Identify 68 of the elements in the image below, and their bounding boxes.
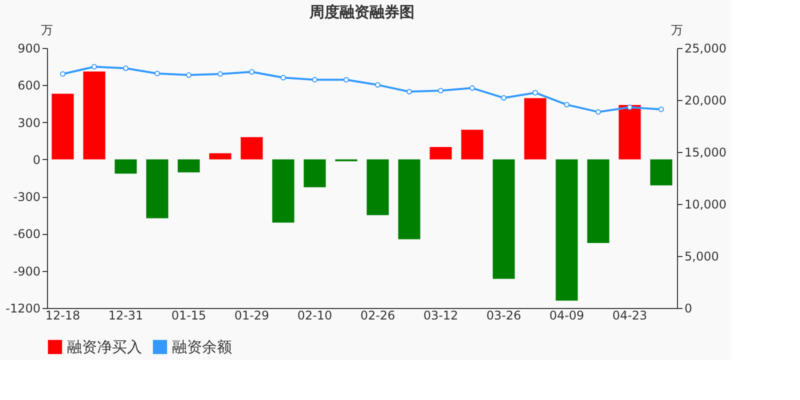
bar bbox=[304, 159, 326, 188]
point bbox=[280, 74, 286, 80]
point bbox=[470, 85, 475, 91]
bar bbox=[556, 159, 578, 301]
point bbox=[438, 88, 444, 94]
x-tick-label: 01-15 bbox=[171, 308, 206, 322]
point bbox=[249, 69, 254, 75]
bar bbox=[461, 130, 484, 160]
point bbox=[501, 95, 506, 101]
x-tick-label: 04-23 bbox=[612, 308, 648, 322]
bar bbox=[240, 137, 263, 160]
bar bbox=[83, 72, 106, 160]
x-tick-label: 12-18 bbox=[45, 308, 80, 322]
point bbox=[344, 76, 349, 82]
point bbox=[92, 64, 97, 70]
point bbox=[186, 72, 192, 78]
bar bbox=[146, 159, 168, 218]
bar bbox=[618, 104, 641, 160]
y2-tick-label: 10,000 bbox=[684, 198, 726, 212]
point bbox=[123, 66, 128, 72]
x-tick-label: 02-26 bbox=[360, 308, 396, 322]
x-tick-label: 03-26 bbox=[486, 308, 522, 322]
y-tick-label: -600 bbox=[13, 227, 40, 242]
x-tick-label: 12-31 bbox=[108, 308, 144, 322]
y-axis-title: 万 bbox=[41, 23, 53, 37]
y2-axis-title: 万 bbox=[671, 23, 683, 37]
bar bbox=[587, 159, 610, 243]
y-tick-label: 0 bbox=[32, 152, 40, 167]
bar bbox=[178, 159, 200, 172]
x-tick-label: 04-09 bbox=[549, 308, 584, 322]
y2-tick-label: 0 bbox=[684, 302, 692, 316]
y-tick-label: 600 bbox=[18, 78, 40, 93]
point bbox=[312, 76, 318, 82]
legend-label: 融资净买入 bbox=[67, 338, 142, 356]
bar bbox=[650, 159, 672, 186]
point bbox=[658, 106, 664, 112]
y2-tick-label: 15,000 bbox=[684, 146, 726, 160]
bar bbox=[52, 94, 74, 160]
point bbox=[218, 71, 223, 77]
point bbox=[532, 90, 538, 96]
x-tick-label: 03-12 bbox=[423, 308, 458, 322]
point bbox=[60, 71, 66, 77]
legend-label: 融资余额 bbox=[172, 338, 232, 356]
x-tick-label: 02-10 bbox=[297, 308, 332, 322]
point bbox=[596, 109, 601, 115]
bar bbox=[398, 159, 420, 240]
bar bbox=[430, 147, 452, 160]
y2-tick-label: 25,000 bbox=[684, 42, 726, 56]
bar bbox=[272, 159, 294, 223]
point bbox=[375, 82, 380, 88]
point bbox=[564, 102, 570, 108]
y-tick-label: -300 bbox=[13, 190, 40, 204]
bar bbox=[492, 159, 515, 279]
chart-title: 周度融资融券图 bbox=[308, 3, 414, 21]
point bbox=[154, 70, 160, 76]
point bbox=[406, 88, 412, 94]
bar bbox=[524, 98, 546, 160]
x-tick-label: 01-29 bbox=[234, 308, 270, 322]
bar bbox=[366, 159, 389, 216]
y-tick-label: -1200 bbox=[6, 302, 40, 316]
bar bbox=[114, 159, 137, 174]
point bbox=[627, 104, 632, 110]
bar bbox=[209, 153, 232, 160]
y2-tick-label: 20,000 bbox=[684, 94, 726, 108]
y-tick-label: 300 bbox=[18, 116, 40, 130]
y-tick-label: -900 bbox=[13, 264, 40, 278]
y-tick-label: 900 bbox=[18, 42, 40, 56]
y2-tick-label: 5,000 bbox=[684, 250, 719, 264]
